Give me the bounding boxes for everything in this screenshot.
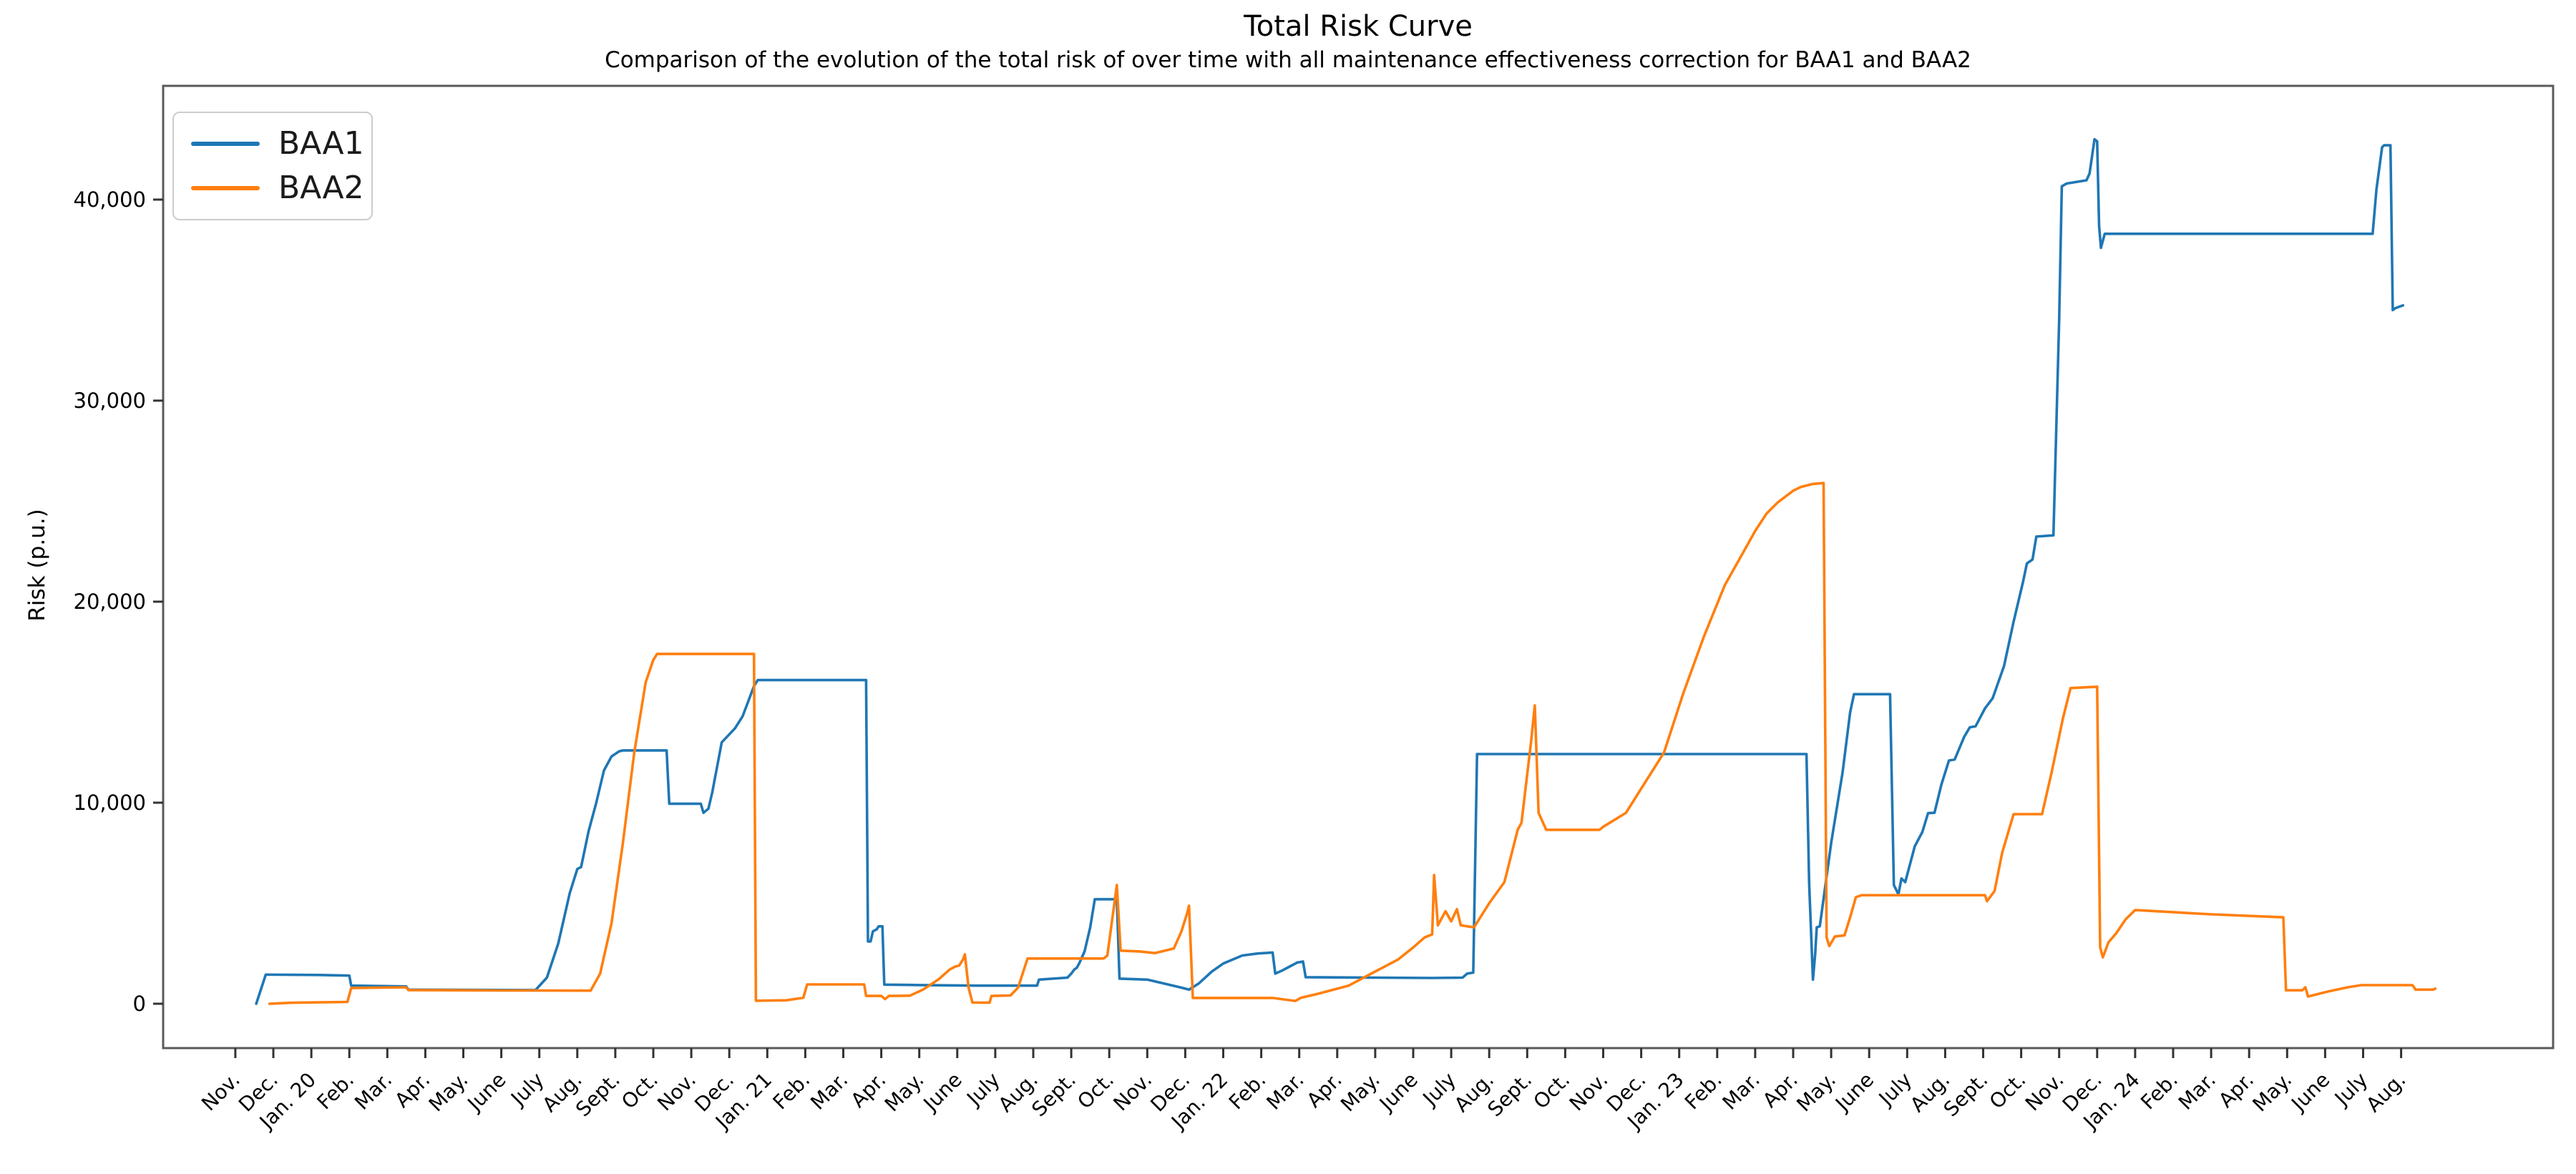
x-tick-label: May. [2248, 1068, 2297, 1117]
x-tick-label: June [1830, 1068, 1878, 1117]
x-tick-label: Feb. [769, 1068, 815, 1115]
x-tick-label: Sept. [1939, 1068, 1993, 1122]
x-tick-label: May. [1792, 1068, 1840, 1117]
x-tick-label: Sept. [571, 1068, 625, 1122]
x-tick-label: Feb. [2136, 1068, 2182, 1115]
legend-item-baa1: BAA1 [174, 128, 371, 160]
x-tick-label: Nov. [197, 1068, 245, 1116]
x-tick-label: Oct. [1528, 1068, 1574, 1114]
x-tick-label: Mar. [2174, 1068, 2220, 1115]
x-tick-label: May. [1336, 1068, 1385, 1117]
legend-label-baa2: BAA2 [278, 170, 364, 206]
x-tick-label: Apr. [846, 1068, 890, 1112]
y-axis-label: Risk (p.u.) [24, 509, 50, 622]
x-tick-label: Apr. [1302, 1068, 1347, 1112]
baa1-line-swatch [191, 142, 260, 146]
x-tick-label: Feb. [1224, 1068, 1271, 1115]
baa2-line [268, 481, 2437, 1005]
x-tick-label: Apr. [1758, 1068, 1802, 1112]
x-tick-label: Mar. [1718, 1068, 1765, 1115]
x-tick-label: June [918, 1068, 967, 1117]
x-tick-label: Nov. [1109, 1068, 1157, 1116]
x-tick-label: May. [880, 1068, 929, 1117]
x-tick-label: Feb. [1680, 1068, 1727, 1115]
x-tick-label: Oct. [1985, 1068, 2031, 1114]
x-tick-label: Sept. [1027, 1068, 1080, 1122]
x-tick-label: Mar. [1262, 1068, 1308, 1115]
baa1-line [255, 137, 2405, 1005]
x-tick-label: Oct. [617, 1068, 663, 1114]
y-tick-label: 10,000 [74, 791, 146, 815]
x-tick-label: May. [424, 1068, 473, 1117]
baa2-line-swatch [191, 186, 260, 190]
x-tick-label: Sept. [1483, 1068, 1537, 1122]
chart-title: Total Risk Curve [1244, 10, 1473, 43]
x-tick-label: Apr. [390, 1068, 434, 1112]
chart-subtitle: Comparison of the evolution of the total… [605, 47, 1971, 73]
x-tick-label: Oct. [1073, 1068, 1118, 1114]
x-tick-label: Feb. [312, 1068, 358, 1115]
x-tick-label: Nov. [653, 1068, 701, 1116]
x-tick-label: Nov. [2021, 1068, 2069, 1116]
x-tick-label: Mar. [806, 1068, 852, 1115]
x-tick-label: June [2285, 1068, 2334, 1117]
legend-item-baa2: BAA2 [174, 172, 371, 204]
x-tick-label: Apr. [2214, 1068, 2258, 1112]
plot-border [162, 84, 2555, 1050]
x-tick-label: Nov. [1565, 1068, 1613, 1116]
x-tick-label: June [1374, 1068, 1423, 1117]
x-tick-label: June [462, 1068, 511, 1117]
y-tick-label: 0 [133, 992, 146, 1016]
x-tick-label: Mar. [350, 1068, 396, 1115]
y-tick-label: 40,000 [74, 187, 146, 212]
legend: BAA1 BAA2 [172, 112, 373, 220]
x-tick-label: Aug. [2361, 1068, 2410, 1117]
y-tick-label: 20,000 [74, 590, 146, 614]
y-tick-label: 30,000 [74, 388, 146, 413]
legend-label-baa1: BAA1 [278, 125, 364, 162]
